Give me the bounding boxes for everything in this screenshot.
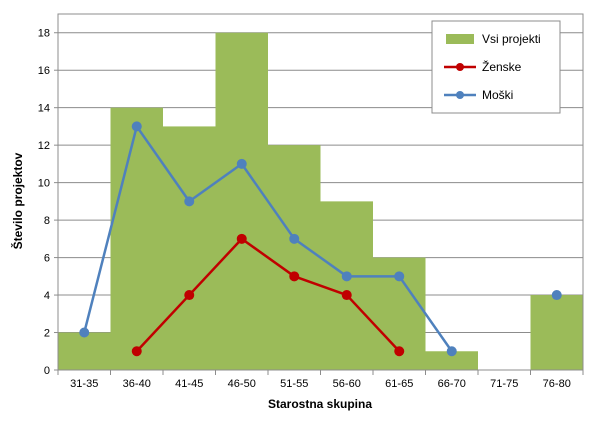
series-line [135, 237, 401, 353]
y-tick-label: 6 [44, 253, 50, 265]
y-tick-labels: 0 2 4 6 8 10 12 14 16 18 [38, 28, 50, 377]
x-tick-label: 56-60 [333, 378, 361, 390]
x-tick-label: 31-35 [70, 378, 98, 390]
y-tick-label: 14 [38, 103, 50, 115]
y-tick-label: 16 [38, 65, 50, 77]
data-point [184, 196, 195, 207]
bar [215, 32, 268, 370]
data-point [131, 121, 142, 132]
bar [58, 332, 111, 370]
bar [320, 201, 373, 370]
bar [425, 351, 478, 370]
x-tick-label: 51-55 [280, 378, 308, 390]
data-point [394, 271, 405, 282]
data-point [289, 271, 300, 282]
legend-swatch [446, 34, 474, 44]
data-point [394, 346, 405, 357]
x-tick-label: 46-50 [228, 378, 256, 390]
legend-marker [456, 91, 464, 99]
x-tick-label: 61-65 [385, 378, 413, 390]
bar [163, 126, 216, 370]
x-tick-label: 36-40 [123, 378, 151, 390]
data-point [236, 158, 247, 169]
line-series [79, 121, 562, 357]
x-tick-label: 41-45 [175, 378, 203, 390]
bar [530, 295, 583, 370]
data-point [551, 290, 562, 301]
bar [268, 145, 321, 370]
y-tick-label: 0 [44, 365, 50, 377]
legend-label: Vsi projekti [482, 32, 541, 46]
data-point [341, 290, 352, 301]
data-point [446, 346, 457, 357]
y-tick-label: 18 [38, 28, 50, 40]
y-tick-label: 12 [38, 140, 50, 152]
data-point [184, 290, 195, 301]
x-axis-title: Starostna skupina [268, 397, 372, 411]
series-line [83, 125, 453, 352]
legend: Vsi projekti Ženske Moški [431, 20, 561, 114]
data-point [131, 346, 142, 357]
legend-marker [456, 63, 464, 71]
x-tick-label: 71-75 [490, 378, 518, 390]
y-tick-label: 8 [44, 215, 50, 227]
data-point [341, 271, 352, 282]
y-tick-label: 2 [44, 328, 50, 340]
axes [54, 13, 584, 375]
x-tick-label: 66-70 [438, 378, 466, 390]
data-point [79, 327, 90, 338]
x-tick-labels: 31-35 36-40 41-45 46-50 51-55 56-60 61-65 66-70… [70, 378, 571, 390]
x-tick-label: 76-80 [543, 378, 571, 390]
legend-label: Ženske [482, 59, 522, 74]
legend-label: Moški [482, 88, 513, 102]
y-tick-label: 4 [44, 290, 50, 302]
y-tick-label: 10 [38, 178, 50, 190]
data-point [289, 233, 300, 244]
y-axis-title: Število projektov [10, 152, 25, 249]
data-point [236, 233, 247, 244]
